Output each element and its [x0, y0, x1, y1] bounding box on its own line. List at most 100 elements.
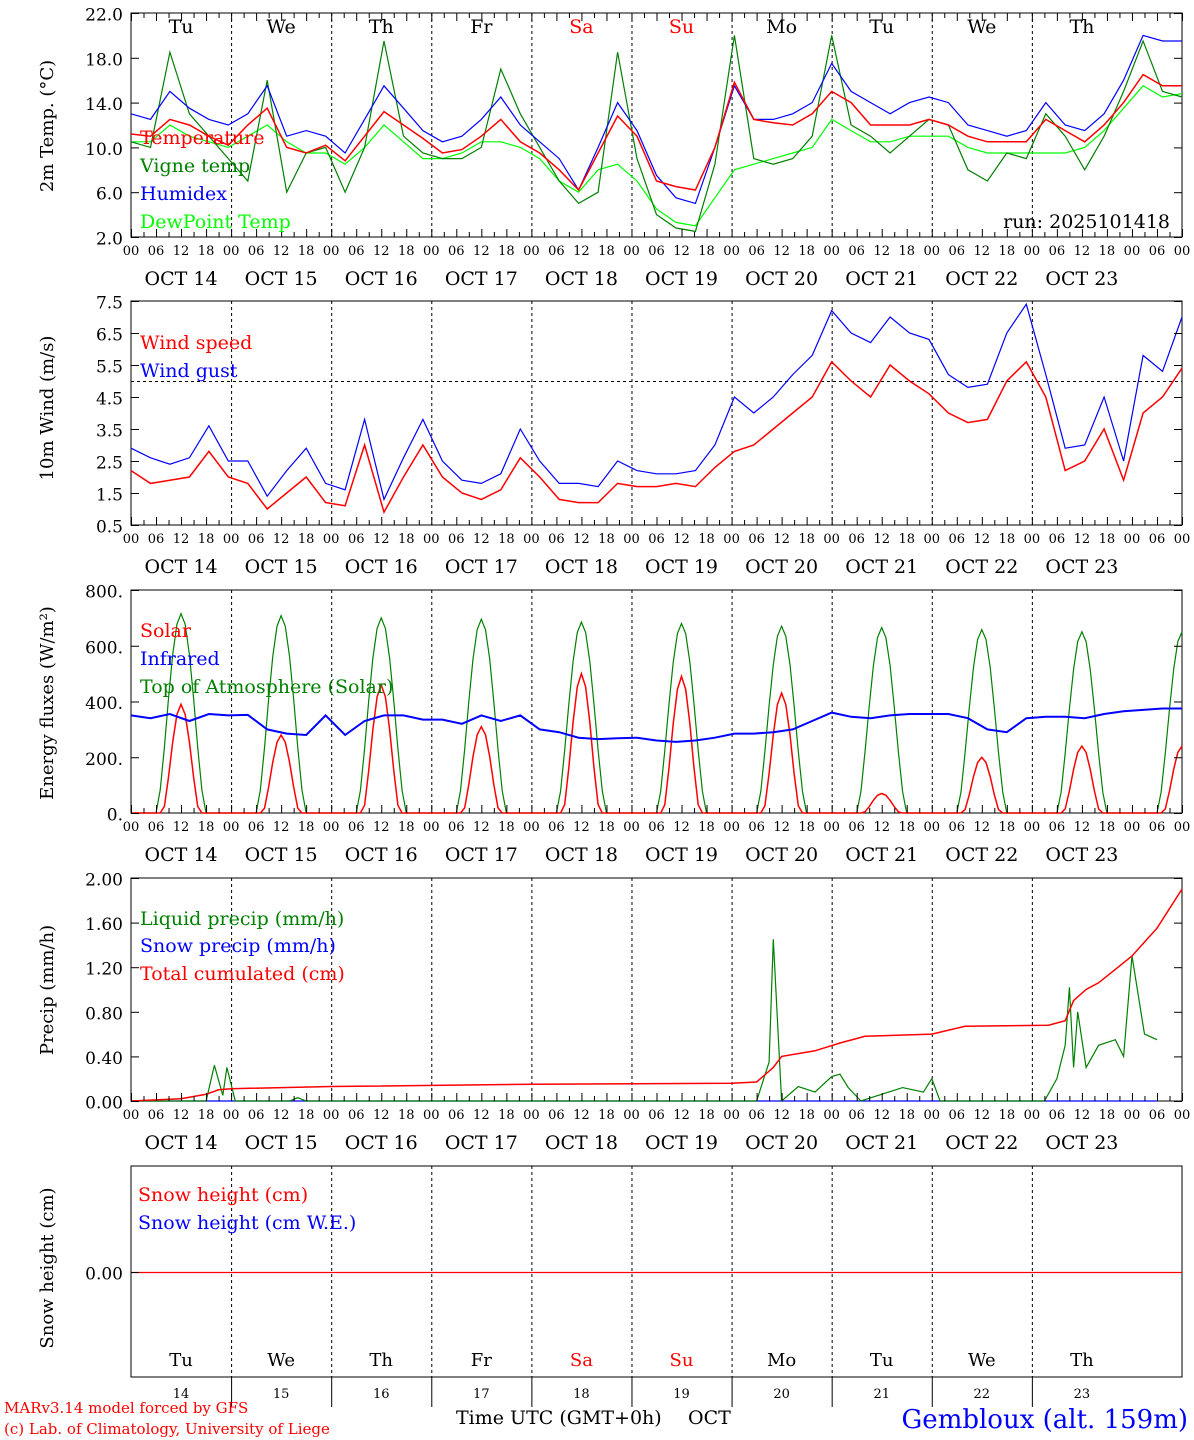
date-label: OCT 18: [545, 844, 618, 866]
hour-label: 18: [999, 244, 1016, 259]
hour-label: 12: [273, 820, 290, 835]
ylabel-snow: Snow height (cm): [37, 1187, 58, 1348]
legend-snow-precip: Snow precip (mm/h): [140, 935, 336, 957]
y-tick-label: 0.40: [85, 1049, 123, 1069]
day-name-top: Th: [369, 16, 394, 38]
y-tick-label: 2.00: [85, 871, 123, 891]
hour-label: 00: [423, 1108, 440, 1123]
hour-label: 06: [1149, 244, 1166, 259]
hour-label: 06: [648, 820, 665, 835]
y-tick-label: 1.20: [85, 960, 123, 980]
hour-label: 00: [523, 532, 540, 547]
y-tick-label: 3.5: [96, 422, 123, 442]
hour-label: 06: [448, 532, 465, 547]
day-number: 17: [473, 1387, 490, 1402]
hour-label: 12: [173, 244, 190, 259]
hour-label: 18: [498, 1108, 515, 1123]
date-label: OCT 16: [345, 556, 418, 578]
date-label: OCT 15: [245, 268, 318, 290]
date-label: OCT 23: [1045, 556, 1118, 578]
hour-label: 12: [1074, 820, 1091, 835]
date-label: OCT 21: [845, 844, 918, 866]
hour-label: 12: [473, 1108, 490, 1123]
hour-label: 00: [523, 244, 540, 259]
hour-label: 18: [798, 244, 815, 259]
hour-label: 12: [473, 532, 490, 547]
y-tick-label: 2.5: [96, 454, 123, 474]
date-label: OCT 19: [645, 556, 718, 578]
y-tick-label: 400.: [85, 694, 123, 714]
hour-label: 18: [698, 1108, 715, 1123]
day-number: 16: [373, 1387, 390, 1402]
day-name-top: Th: [1069, 16, 1094, 38]
day-name-bottom: Th: [1070, 1350, 1094, 1371]
day-name-bottom: Mo: [767, 1350, 796, 1371]
legend-wind-speed: Wind speed: [140, 332, 252, 354]
day-number: 21: [873, 1387, 890, 1402]
hour-label: 00: [723, 244, 740, 259]
hour-label: 12: [273, 244, 290, 259]
day-name-top: We: [967, 16, 996, 38]
date-label: OCT 20: [745, 844, 818, 866]
hour-label: 06: [148, 820, 165, 835]
legend-temperature: Temperature: [140, 127, 264, 149]
y-tick-label: 5.5: [96, 358, 123, 378]
footer-xlabel: Time UTC (GMT+0h): [456, 1407, 662, 1429]
date-label: OCT 17: [445, 1132, 518, 1154]
legend-snow-height-we: Snow height (cm W.E.): [138, 1212, 356, 1234]
hour-label: 00: [223, 532, 240, 547]
hour-label: 18: [598, 1108, 615, 1123]
hour-label: 06: [848, 820, 865, 835]
hour-label: 18: [298, 532, 315, 547]
date-label: OCT 20: [745, 556, 818, 578]
series-wind-speed: [130, 360, 1183, 515]
hour-label: 12: [974, 244, 991, 259]
hour-label: 06: [548, 532, 565, 547]
hour-label: 00: [823, 244, 840, 259]
hour-label: 18: [698, 820, 715, 835]
date-label: OCT 15: [245, 844, 318, 866]
hour-label: 00: [823, 820, 840, 835]
hour-label: 00: [1174, 820, 1191, 835]
date-label: OCT 19: [645, 844, 718, 866]
day-name-top: We: [267, 16, 296, 38]
hour-label: 06: [148, 244, 165, 259]
hour-label: 06: [648, 1108, 665, 1123]
hour-label: 18: [198, 820, 215, 835]
hour-label: 00: [423, 532, 440, 547]
hour-label: 12: [473, 820, 490, 835]
date-label: OCT 21: [845, 268, 918, 290]
hour-label: 18: [398, 532, 415, 547]
hour-label: 00: [923, 244, 940, 259]
hour-label: 12: [1074, 532, 1091, 547]
day-number: 18: [573, 1387, 590, 1402]
hour-label: 18: [898, 1108, 915, 1123]
hour-label: 00: [823, 532, 840, 547]
hour-label: 12: [573, 532, 590, 547]
hour-label: 12: [573, 1108, 590, 1123]
hour-label: 12: [673, 1108, 690, 1123]
hour-label: 12: [273, 532, 290, 547]
hour-label: 06: [448, 244, 465, 259]
hour-label: 06: [148, 1108, 165, 1123]
y-tick-label: 7.5: [96, 294, 123, 314]
day-number: 22: [974, 1387, 991, 1402]
date-label: OCT 17: [445, 268, 518, 290]
hour-label: 12: [173, 1108, 190, 1123]
day-name-bottom: We: [968, 1350, 996, 1371]
day-number: 14: [173, 1387, 190, 1402]
hour-label: 18: [1099, 532, 1116, 547]
hour-label: 00: [123, 244, 140, 259]
day-name-bottom: Su: [670, 1350, 694, 1371]
hour-label: 00: [1024, 1108, 1041, 1123]
day-name-bottom: Th: [369, 1350, 393, 1371]
day-number: 20: [773, 1387, 790, 1402]
hour-label: 06: [748, 532, 765, 547]
hour-label: 18: [598, 244, 615, 259]
hour-label: 18: [999, 1108, 1016, 1123]
hour-label: 06: [648, 532, 665, 547]
footer-month: OCT: [688, 1407, 731, 1429]
hour-label: 00: [1124, 1108, 1141, 1123]
hour-label: 18: [298, 820, 315, 835]
hour-label: 00: [1174, 1108, 1191, 1123]
